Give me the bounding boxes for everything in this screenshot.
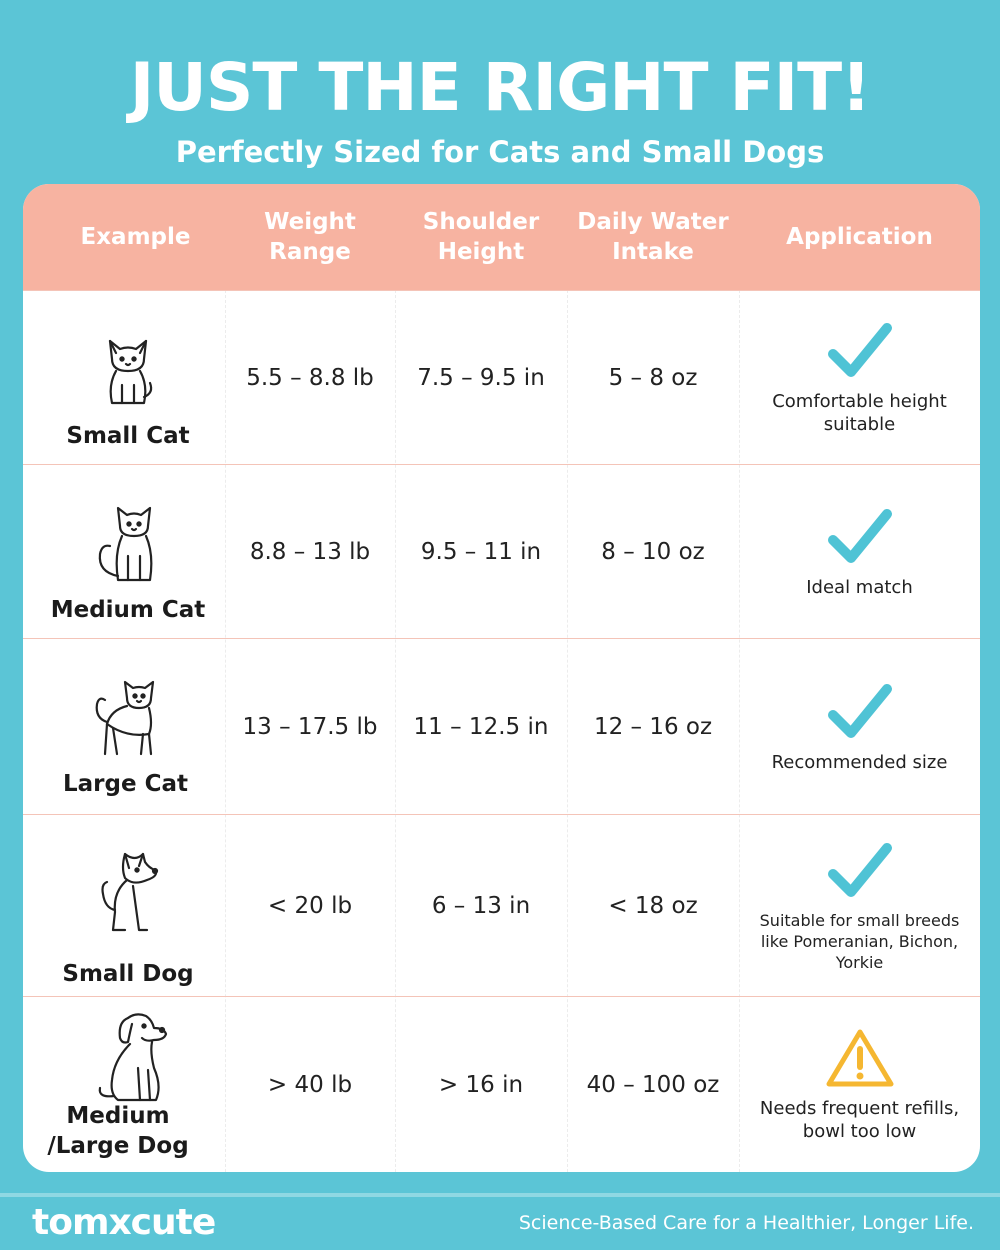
- footer-divider: [0, 1193, 1000, 1197]
- application-cell: Ideal match: [739, 465, 980, 639]
- column-divider: [225, 290, 226, 1172]
- checkmark-icon: [827, 323, 892, 377]
- application-cell: Recommended size: [739, 639, 980, 815]
- animal-label: Large Cat: [63, 771, 188, 797]
- weight-range-value: < 20 lb: [267, 893, 353, 919]
- water-intake-value: 12 – 16 oz: [593, 714, 713, 740]
- table-header-row: Example Weight Range Shoulder Height Daily…: [23, 184, 980, 290]
- shoulder-height-value: 7.5 – 9.5 in: [417, 365, 545, 391]
- medium-cat-icon: [87, 501, 167, 585]
- application-cell: Needs frequent refills, bowl too low: [739, 997, 980, 1172]
- water-intake-value: 8 – 10 oz: [601, 539, 705, 565]
- water-intake-value: 40 – 100 oz: [586, 1072, 720, 1098]
- weight-range-value: 5.5 – 8.8 lb: [246, 365, 374, 391]
- shoulder-height-value: 11 – 12.5 in: [413, 714, 549, 740]
- large-cat-icon: [87, 677, 167, 759]
- header-shoulder-height: Shoulder Height: [422, 209, 540, 265]
- header-example: Example: [80, 224, 191, 250]
- application-cell: Suitable for small breeds like Pomerania…: [739, 815, 980, 997]
- large-dog-icon: [89, 1007, 175, 1105]
- header-daily-water-intake: Daily Water Intake: [577, 209, 729, 265]
- column-divider: [395, 290, 396, 1172]
- table-row: Small Dog < 20 lb 6 – 13 in < 18 oz Suit…: [23, 814, 980, 997]
- footer-tagline: Science-Based Care for a Healthier, Long…: [518, 1212, 974, 1234]
- weight-range-value: > 40 lb: [267, 1072, 353, 1098]
- shoulder-height-value: 6 – 13 in: [431, 893, 531, 919]
- table-row: Large Cat 13 – 17.5 lb 11 – 12.5 in 12 –…: [23, 638, 980, 815]
- animal-label: Medium Cat: [50, 597, 206, 623]
- table-row: Medium Cat 8.8 – 13 lb 9.5 – 11 in 8 – 1…: [23, 464, 980, 639]
- water-intake-value: < 18 oz: [608, 893, 698, 919]
- weight-range-value: 13 – 17.5 lb: [242, 714, 378, 740]
- application-note: Comfortable height suitable: [772, 391, 947, 435]
- application-note: Recommended size: [771, 751, 948, 773]
- checkmark-icon: [827, 842, 892, 897]
- size-table: Example Weight Range Shoulder Height Daily…: [23, 184, 980, 1172]
- table-row: Medium /Large Dog > 40 lb > 16 in 40 – 1…: [23, 996, 980, 1172]
- checkmark-icon: [827, 683, 892, 738]
- shoulder-height-value: > 16 in: [438, 1072, 524, 1098]
- page-subtitle: Perfectly Sized for Cats and Small Dogs: [175, 135, 825, 169]
- application-note: Ideal match: [806, 576, 913, 598]
- small-cat-icon: [93, 331, 163, 411]
- header-application: Application: [786, 224, 933, 250]
- header-weight-range: Weight Range: [264, 209, 356, 265]
- application-note: Suitable for small breeds like Pomerania…: [759, 910, 960, 972]
- animal-label: Small Dog: [62, 961, 194, 987]
- column-divider: [567, 290, 568, 1172]
- animal-label: Small Cat: [66, 423, 190, 449]
- animal-label: Medium /Large Dog: [47, 1103, 189, 1159]
- application-cell: Comfortable height suitable: [739, 291, 980, 465]
- small-dog-icon: [87, 847, 167, 935]
- warning-icon: [826, 1029, 893, 1087]
- column-divider: [739, 290, 740, 1172]
- shoulder-height-value: 9.5 – 11 in: [420, 539, 542, 565]
- weight-range-value: 8.8 – 13 lb: [249, 539, 371, 565]
- checkmark-icon: [827, 508, 892, 563]
- brand-logo: tomxcute: [32, 1202, 216, 1243]
- application-note: Needs frequent refills, bowl too low: [759, 1098, 960, 1142]
- page-title: JUST THE RIGHT FIT!: [129, 49, 872, 126]
- table-row: Small Cat 5.5 – 8.8 lb 7.5 – 9.5 in 5 – …: [23, 290, 980, 465]
- water-intake-value: 5 – 8 oz: [608, 365, 698, 391]
